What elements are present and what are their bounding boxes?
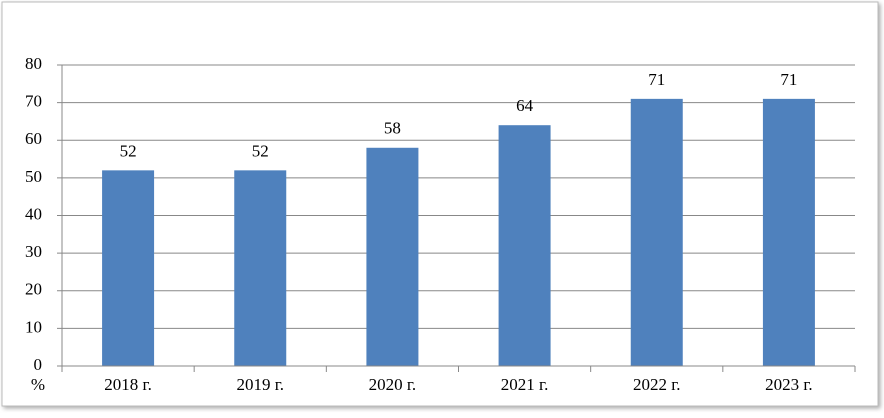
data-label: 52 <box>252 141 269 160</box>
x-tick-label: 2021 г. <box>501 375 549 394</box>
y-tick-label: 60 <box>25 129 42 148</box>
y-tick-label: 50 <box>25 167 42 186</box>
y-tick-label: 30 <box>25 242 42 261</box>
bar <box>102 170 155 366</box>
y-tick-label: 20 <box>25 280 42 299</box>
y-axis-label: % <box>31 375 45 394</box>
y-tick-label: 0 <box>34 355 43 374</box>
y-tick-label: 10 <box>25 317 42 336</box>
data-label: 58 <box>384 119 401 138</box>
x-tick-label: 2019 г. <box>236 375 284 394</box>
x-tick-label: 2022 г. <box>633 375 681 394</box>
bar <box>630 98 683 367</box>
bar <box>498 125 551 366</box>
y-tick-label: 80 <box>25 54 42 73</box>
bar <box>762 98 815 367</box>
x-tick-label: 2020 г. <box>369 375 417 394</box>
x-tick-label: 2023 г. <box>765 375 813 394</box>
data-label: 64 <box>516 96 534 115</box>
bar <box>234 170 287 366</box>
data-label: 71 <box>780 70 797 89</box>
y-tick-label: 40 <box>25 204 42 223</box>
data-label: 71 <box>648 70 665 89</box>
y-tick-label: 70 <box>25 92 42 111</box>
data-label: 52 <box>120 141 137 160</box>
bar <box>366 147 419 366</box>
x-tick-label: 2018 г. <box>104 375 152 394</box>
